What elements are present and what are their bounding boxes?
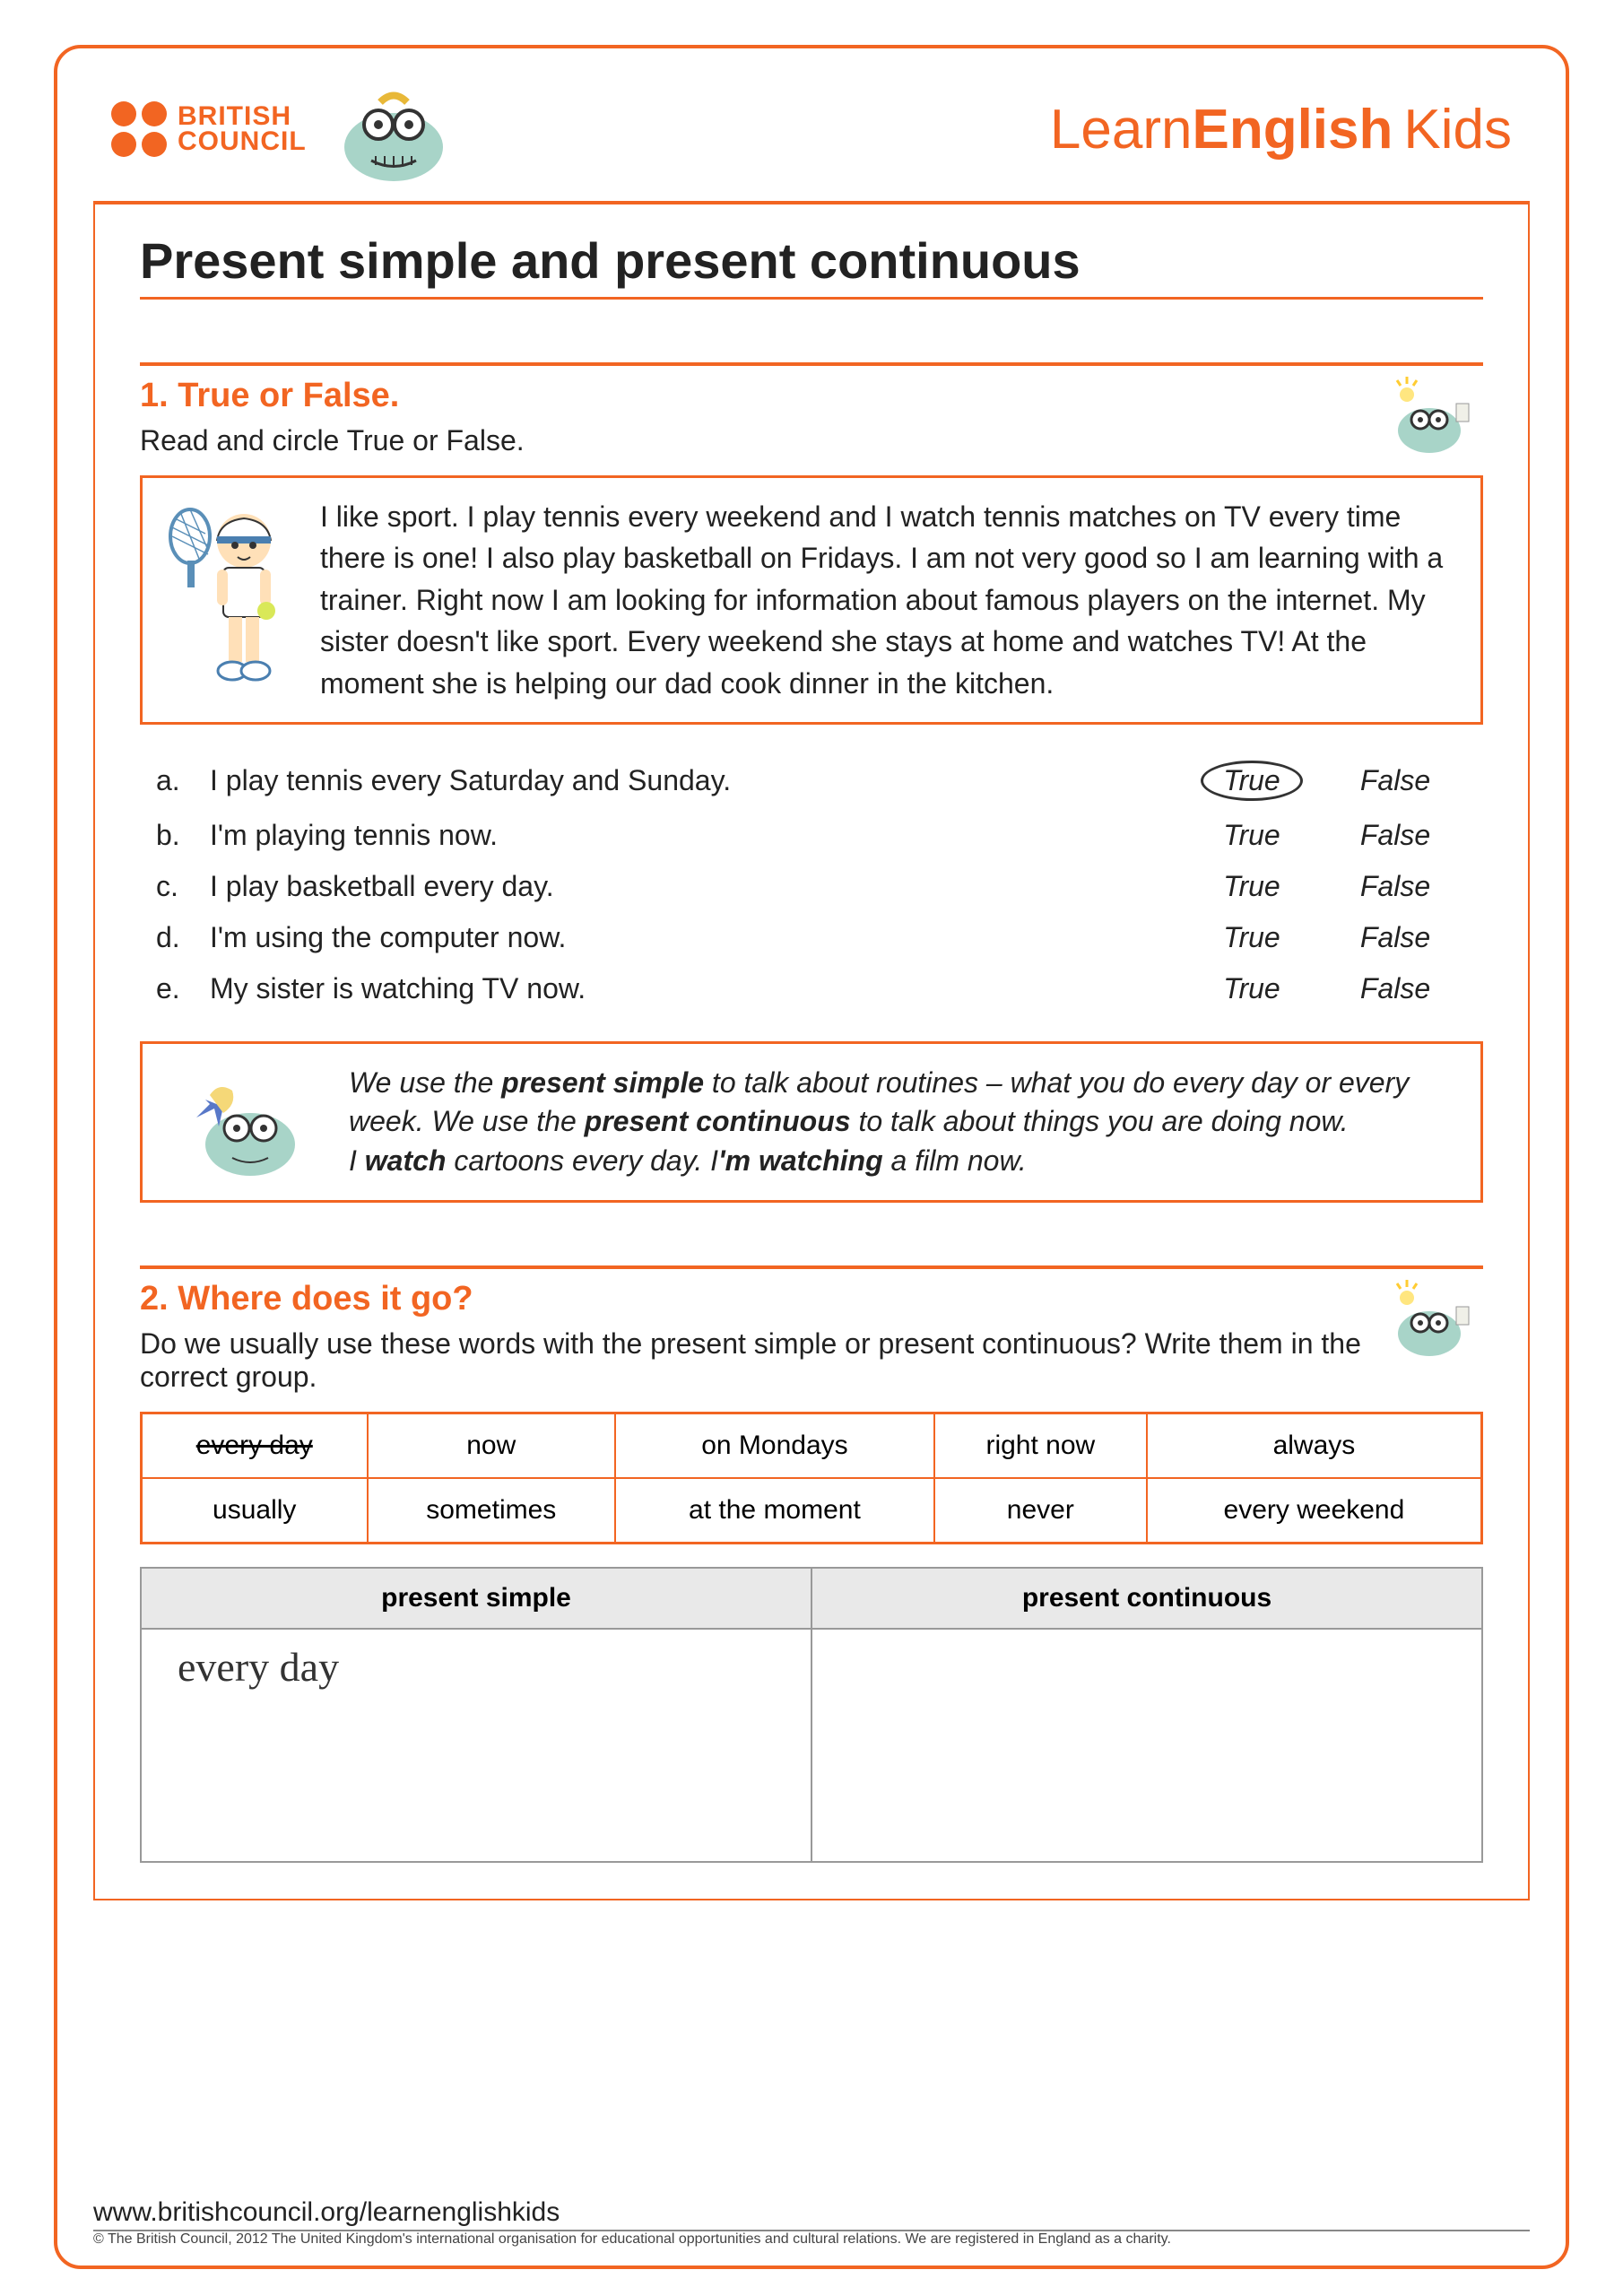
tf-false-option[interactable]: False [1324,870,1467,903]
table-row: every day now on Mondays right now alway… [142,1413,1482,1478]
word-cell: always [1147,1413,1482,1478]
table-row: every day [141,1629,1482,1862]
grammar-explanation: We use the present simple to talk about … [349,1064,1454,1180]
section1-sub: Read and circle True or False. [140,424,525,457]
bc-dots-icon [111,101,167,157]
section2-title: 2. Where does it go? [140,1280,1376,1318]
british-council-logo: BRITISH COUNCIL [111,75,461,183]
section-rule [140,1265,1483,1269]
table-row: usually sometimes at the moment never ev… [142,1478,1482,1544]
tf-false-option[interactable]: False [1324,921,1467,954]
footer: www.britishcouncil.org/learnenglishkids … [93,2194,1530,2248]
header: BRITISH COUNCIL LearnEnglishKids [93,75,1530,201]
page-title: Present simple and present continuous [140,231,1483,300]
sample-answer: every day [178,1644,339,1690]
answer-table: present simple present continuous every … [140,1567,1483,1863]
word-cell: every weekend [1147,1478,1482,1544]
tf-statement: My sister is watching TV now. [210,972,1180,1005]
idea-mascot-icon [1376,1280,1483,1361]
trophy-mascot-icon [169,1064,313,1180]
word-bank-table: every day now on Mondays right now alway… [140,1412,1483,1544]
tf-row: a. I play tennis every Saturday and Sund… [140,752,1483,810]
content-frame: Present simple and present continuous 1.… [93,201,1530,1900]
word-cell: usually [142,1478,368,1544]
lek-kids: Kids [1403,98,1512,161]
worksheet-page: BRITISH COUNCIL LearnEnglishKids Present… [0,0,1623,2296]
tf-true-option[interactable]: True [1180,819,1324,852]
tf-statement: I'm playing tennis now. [210,819,1180,852]
word-cell: sometimes [368,1478,616,1544]
outer-frame: BRITISH COUNCIL LearnEnglishKids Present… [54,45,1569,2269]
reading-passage: I like sport. I play tennis every weeken… [320,496,1455,704]
section2-sub: Do we usually use these words with the p… [140,1327,1376,1394]
reading-box: I like sport. I play tennis every weeken… [140,475,1483,725]
tf-row: d. I'm using the computer now. True Fals… [140,912,1483,963]
col-header-continuous: present continuous [812,1568,1482,1629]
table-header-row: present simple present continuous [141,1568,1482,1629]
tf-label: d. [156,921,210,954]
idea-mascot-icon [1376,377,1483,457]
tf-true-option[interactable]: True [1180,921,1324,954]
tennis-player-icon [168,496,293,693]
tf-statement: I play tennis every Saturday and Sunday. [210,764,1180,797]
tf-true-option[interactable]: True [1180,870,1324,903]
tf-false-option[interactable]: False [1324,972,1467,1005]
circled-answer: True [1201,761,1302,801]
lek-english: English [1192,98,1393,161]
tf-statement: I play basketball every day. [210,870,1180,903]
col-header-simple: present simple [141,1568,812,1629]
tf-row: b. I'm playing tennis now. True False [140,810,1483,861]
tf-list: a. I play tennis every Saturday and Sund… [140,752,1483,1014]
section1-header: 1. True or False. Read and circle True o… [140,377,1483,457]
word-cell: never [934,1478,1147,1544]
tf-true-option[interactable]: True [1180,972,1324,1005]
section1-title: 1. True or False. [140,377,525,415]
tf-label: e. [156,972,210,1005]
footer-copyright: © The British Council, 2012 The United K… [93,2231,1530,2248]
word-cell: at the moment [615,1478,934,1544]
word-cell: now [368,1413,616,1478]
tf-row: c. I play basketball every day. True Fal… [140,861,1483,912]
word-cell: right now [934,1413,1147,1478]
tf-true-option[interactable]: True [1180,761,1324,801]
tf-row: e. My sister is watching TV now. True Fa… [140,963,1483,1014]
word-cell: every day [142,1413,368,1478]
word-cell: on Mondays [615,1413,934,1478]
bc-text: BRITISH COUNCIL [178,104,307,155]
footer-url: www.britishcouncil.org/learnenglishkids [93,2194,1530,2230]
answer-cell-continuous[interactable] [812,1629,1482,1862]
mascot-icon [326,75,461,183]
bc-line1: BRITISH [178,104,307,130]
grammar-box: We use the present simple to talk about … [140,1041,1483,1203]
section-rule [140,362,1483,366]
section2-header: 2. Where does it go? Do we usually use t… [140,1280,1483,1394]
tf-false-option[interactable]: False [1324,819,1467,852]
tf-label: a. [156,764,210,797]
learnenglish-kids-logo: LearnEnglishKids [1050,98,1512,161]
lek-learn: Learn [1050,98,1193,161]
bc-line2: COUNCIL [178,129,307,155]
answer-cell-simple[interactable]: every day [141,1629,812,1862]
tf-label: c. [156,870,210,903]
tf-label: b. [156,819,210,852]
tf-statement: I'm using the computer now. [210,921,1180,954]
tf-false-option[interactable]: False [1324,764,1467,797]
